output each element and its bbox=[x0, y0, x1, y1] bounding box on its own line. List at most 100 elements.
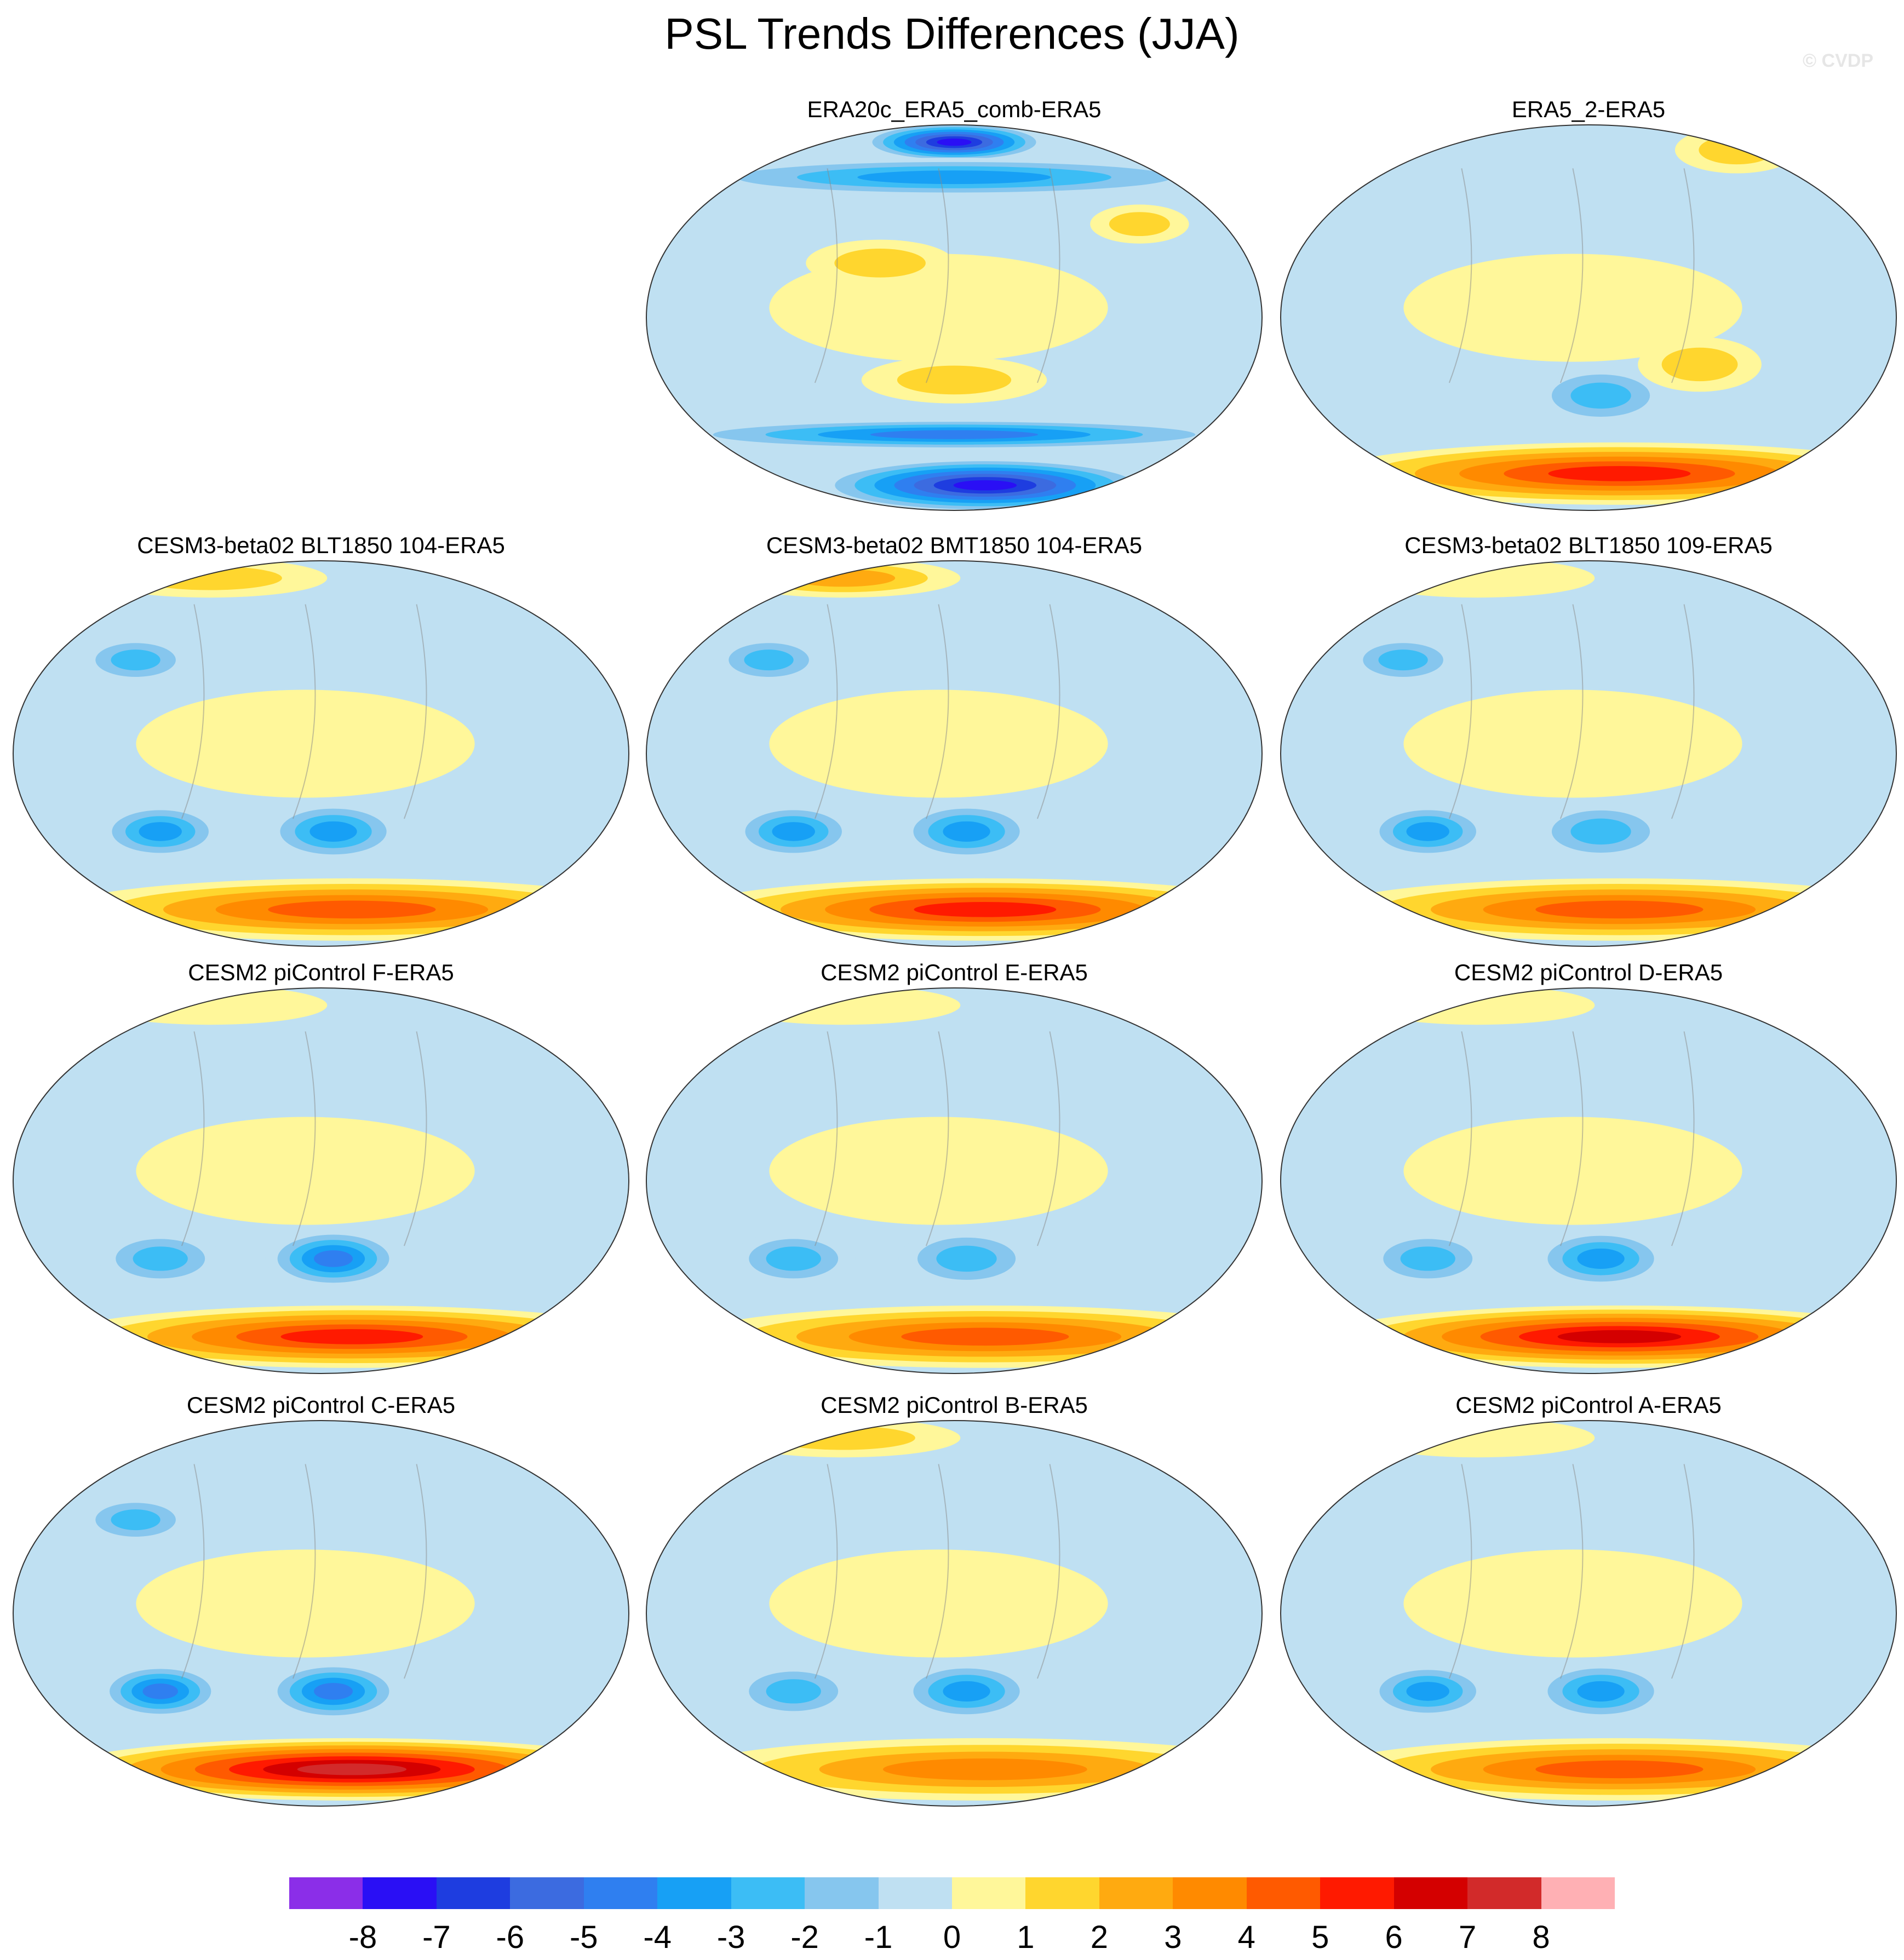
coastline bbox=[814, 1464, 838, 1679]
contour-arctic_high bbox=[137, 566, 282, 590]
panel-title: CESM2 piControl D-ERA5 bbox=[1454, 959, 1723, 985]
colorbar-swatch bbox=[510, 1877, 584, 1909]
coastline bbox=[403, 1031, 427, 1246]
colorbar-tick-label: 8 bbox=[1532, 1919, 1550, 1955]
coastline bbox=[1036, 1464, 1060, 1679]
coastline bbox=[925, 168, 949, 383]
coastline bbox=[925, 1031, 949, 1246]
coastline bbox=[403, 604, 427, 819]
contour-indian_ocean_low bbox=[1400, 1246, 1455, 1271]
colorbar-swatch bbox=[363, 1877, 437, 1909]
panel-title: CESM2 piControl A-ERA5 bbox=[1455, 1392, 1722, 1418]
tropical-band bbox=[769, 1117, 1108, 1225]
contour-south_pacific_low bbox=[1570, 382, 1631, 409]
map-outline bbox=[13, 560, 629, 947]
map-plot bbox=[646, 560, 1263, 947]
contour-south_pacific_low bbox=[1577, 1681, 1625, 1702]
coastline bbox=[814, 168, 838, 383]
contour-asia_low bbox=[1378, 649, 1428, 671]
map-panel: CESM2 piControl A-ERA5 bbox=[1276, 1392, 1901, 1808]
contour-south_pacific_low bbox=[309, 821, 357, 842]
contour-southern_belt bbox=[870, 430, 1039, 439]
coastline bbox=[1671, 604, 1695, 819]
colorbar-tick-label: -7 bbox=[422, 1919, 451, 1955]
panel-title: CESM3-beta02 BMT1850 104-ERA5 bbox=[766, 532, 1143, 558]
map-panel: ERA20c_ERA5_comb-ERA5 bbox=[642, 96, 1266, 513]
colorbar-swatch bbox=[1173, 1877, 1247, 1909]
colorbar-swatch bbox=[1025, 1877, 1100, 1909]
contour-south_pacific_low bbox=[1577, 1248, 1625, 1269]
coastline bbox=[1559, 168, 1584, 383]
colorbar-swatch bbox=[878, 1877, 953, 1909]
colorbar-tick-label: 2 bbox=[1090, 1919, 1109, 1955]
tropical-band bbox=[1403, 689, 1742, 798]
map-plot bbox=[13, 560, 629, 947]
colorbar-tick-label: -6 bbox=[496, 1919, 525, 1955]
contour-antarctic_high bbox=[297, 1763, 407, 1775]
map-plot bbox=[13, 1420, 629, 1807]
contour-antarctic_high bbox=[268, 900, 436, 919]
coastline bbox=[1559, 1464, 1584, 1679]
figure-title: PSL Trends Differences (JJA) bbox=[664, 9, 1240, 58]
coastline bbox=[814, 604, 838, 819]
colorbar-swatch bbox=[436, 1877, 511, 1909]
panel-title: CESM2 piControl B-ERA5 bbox=[821, 1392, 1088, 1418]
colorbar-tick-label: -8 bbox=[348, 1919, 377, 1955]
credit-label: © CVDP bbox=[1803, 50, 1873, 71]
colorbar-swatch bbox=[1467, 1877, 1542, 1909]
map-plot bbox=[13, 987, 629, 1374]
contour-antarctic_high bbox=[1535, 900, 1704, 919]
panel-title: CESM2 piControl C-ERA5 bbox=[186, 1392, 456, 1418]
map-outline bbox=[1280, 124, 1897, 511]
colorbar-tick-label: -1 bbox=[864, 1919, 893, 1955]
tropical-band bbox=[769, 1549, 1108, 1658]
tropical-band bbox=[769, 689, 1108, 798]
contour-antarctic_low bbox=[953, 480, 1017, 491]
contour-asia_low bbox=[111, 649, 160, 671]
map-panel: CESM2 piControl F-ERA5 bbox=[9, 959, 633, 1376]
contour-antarctic_high bbox=[1557, 1330, 1682, 1343]
contour-south_pacific_low bbox=[943, 821, 990, 842]
contour-antarctic_high bbox=[883, 1758, 1087, 1780]
colorbar-tick-label: 7 bbox=[1458, 1919, 1477, 1955]
map-plot bbox=[646, 1420, 1263, 1807]
contour-asia_low bbox=[744, 649, 794, 671]
panel-title: CESM2 piControl E-ERA5 bbox=[821, 959, 1088, 985]
map-outline bbox=[1280, 987, 1897, 1374]
coastline bbox=[292, 1464, 316, 1679]
map-plot bbox=[646, 124, 1263, 511]
coastline bbox=[1448, 1031, 1472, 1246]
map-outline bbox=[646, 987, 1263, 1374]
contour-north_atlantic_high bbox=[1109, 212, 1170, 237]
colorbar-swatch bbox=[583, 1877, 658, 1909]
contour-northern_belt bbox=[857, 170, 1051, 185]
map-plot bbox=[1280, 1420, 1897, 1807]
map-outline bbox=[1280, 1420, 1897, 1807]
contour-indian_ocean_low bbox=[1406, 1682, 1449, 1701]
contour-indian_ocean_low bbox=[139, 822, 182, 841]
colorbar-tick-label: 3 bbox=[1164, 1919, 1182, 1955]
tropical-band bbox=[136, 689, 475, 798]
coastline bbox=[292, 604, 316, 819]
contour-south_pacific_low bbox=[314, 1683, 353, 1700]
coastline bbox=[403, 1464, 427, 1679]
contour-indian_ocean_low bbox=[133, 1246, 188, 1271]
map-panel: CESM2 piControl E-ERA5 bbox=[642, 959, 1266, 1376]
map-outline bbox=[13, 987, 629, 1374]
colorbar: -8 -7 -6 -5 -4 -3 -2 -1 0 1 2 3 4 5 6 7 8 bbox=[289, 1877, 1615, 1955]
map-panel: CESM3-beta02 BMT1850 104-ERA5 bbox=[642, 532, 1266, 949]
contour-south_atlantic_high bbox=[1661, 347, 1738, 382]
colorbar-swatch bbox=[1393, 1877, 1468, 1909]
map-panel: CESM3-beta02 BLT1850 104-ERA5 bbox=[9, 532, 633, 949]
panel-title: ERA5_2-ERA5 bbox=[1511, 96, 1666, 122]
coastline bbox=[1671, 1031, 1695, 1246]
contour-asia_low bbox=[111, 1509, 160, 1531]
colorbar-swatch bbox=[1099, 1877, 1173, 1909]
contour-arctic_high bbox=[1360, 988, 1595, 1025]
map-plot bbox=[646, 987, 1263, 1374]
map-panel: CESM2 piControl C-ERA5 bbox=[9, 1392, 633, 1808]
colorbar-swatch bbox=[731, 1877, 805, 1909]
colorbar-tick-label: -5 bbox=[569, 1919, 598, 1955]
colorbar-tick-label: -4 bbox=[643, 1919, 672, 1955]
coastline bbox=[1448, 1464, 1472, 1679]
